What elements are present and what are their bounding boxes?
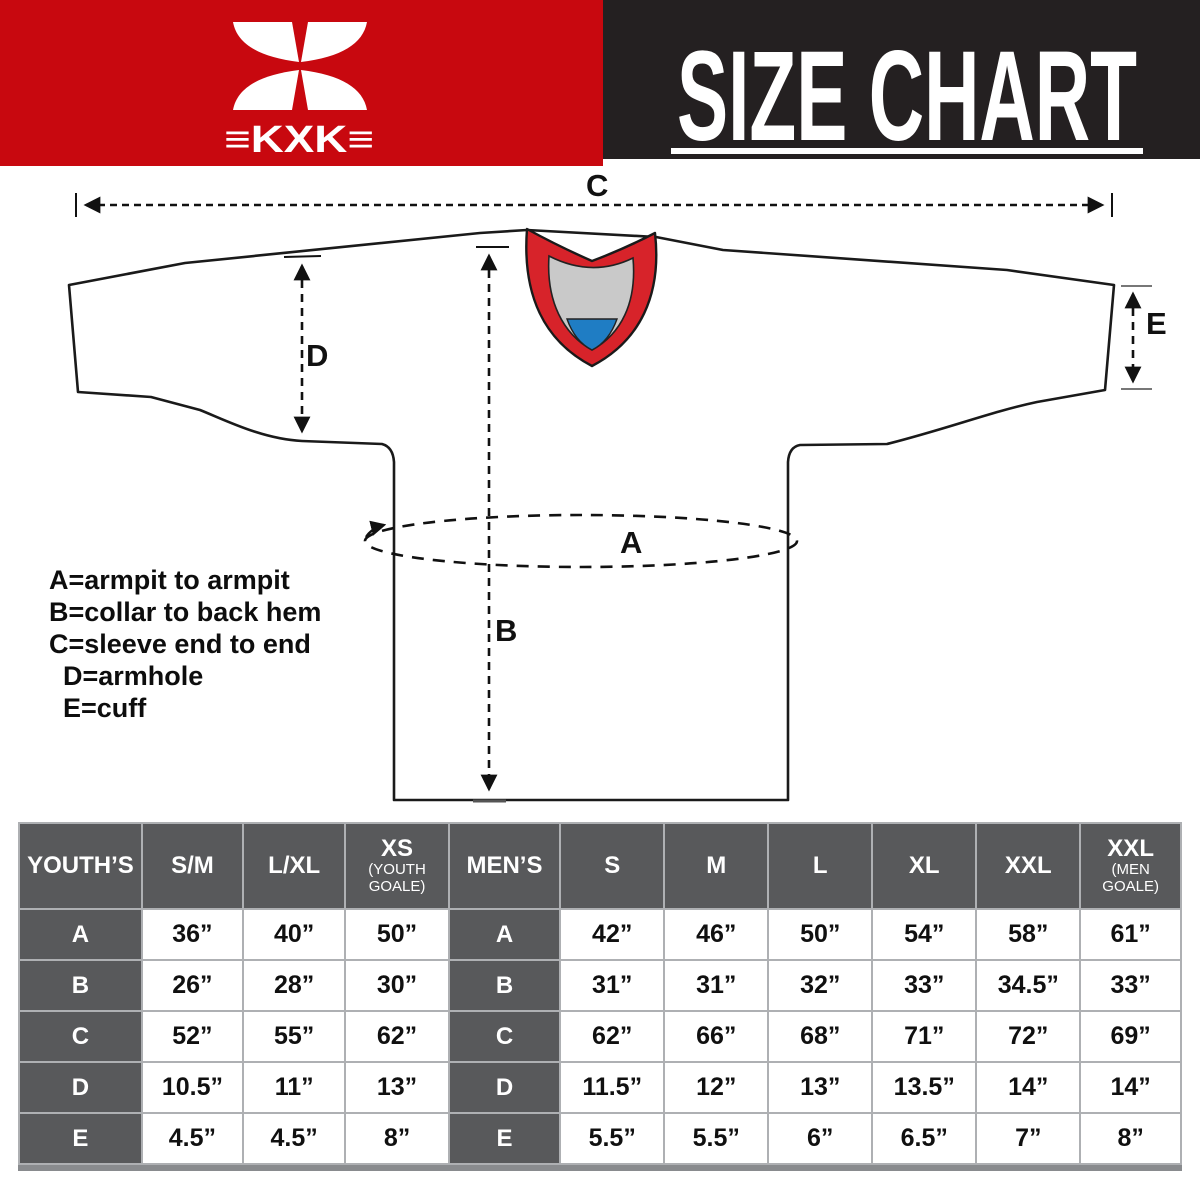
legend-line-c: C=sleeve end to end [49,629,311,659]
row-label-men-b: B [449,961,560,1010]
cell: 6.5” [873,1114,976,1163]
measure-label-c: C [586,168,608,203]
cell: 12” [665,1063,768,1112]
cell: 8” [1081,1114,1180,1163]
col-header-m: M [665,824,768,908]
title-underline [671,148,1143,154]
measurement-legend: A=armpit to armpit B=collar to back hem … [49,564,321,724]
size-table: YOUTH’S S/M L/XL XS (YOUTH GOALE) MEN’S … [18,822,1182,1171]
table-row-d: D 10.5” 11” 13” D 11.5” 12” 13” 13.5” 14… [20,1063,1180,1112]
row-label-youth-b: B [20,961,141,1010]
collar-tip [566,318,618,351]
measure-label-e: E [1146,306,1167,341]
col-header-xs-youth-goale: XS (YOUTH GOALE) [346,824,448,908]
col-header-s: S [561,824,664,908]
col-header-youths: YOUTH’S [20,824,141,908]
cell: 42” [561,910,664,959]
measure-arrow-e [1121,285,1152,390]
cell: 8” [346,1114,448,1163]
cell: 71” [873,1012,976,1061]
cell: 62” [346,1012,448,1061]
cell: 4.5” [142,1114,242,1163]
logo-text: ≡KXK≡ [224,119,374,161]
row-label-youth-a: A [20,910,141,959]
page-title: SIZE CHART [677,25,1137,159]
cell: 50” [346,910,448,959]
cell: 31” [665,961,768,1010]
col-header-xl: XL [873,824,976,908]
cell: 26” [142,961,242,1010]
col-header-xxl-men-goale: XXL (MEN GOALE) [1081,824,1180,908]
row-label-men-d: D [449,1063,560,1112]
measure-label-d: D [306,338,328,373]
row-label-youth-e: E [20,1114,141,1163]
cell: 30” [346,961,448,1010]
cell: 55” [244,1012,345,1061]
legend-line-e: E=cuff [63,693,147,723]
cell: 11.5” [561,1063,664,1112]
measure-arrow-d [283,255,322,434]
cell: 14” [1081,1063,1180,1112]
cell: 13” [346,1063,448,1112]
cell: 7” [977,1114,1080,1163]
measure-arrow-c [75,193,1113,217]
legend-line-d: D=armhole [63,661,204,691]
cell: 34.5” [977,961,1080,1010]
cell: 5.5” [561,1114,664,1163]
row-label-men-a: A [449,910,560,959]
measure-arrow-a [363,513,799,569]
cell: 68” [769,1012,872,1061]
measure-arrow-b [473,246,509,803]
cell: 33” [873,961,976,1010]
row-label-youth-c: C [20,1012,141,1061]
row-label-men-c: C [449,1012,560,1061]
table-row-c: C 52” 55” 62” C 62” 66” 68” 71” 72” 69” [20,1012,1180,1061]
header-title-panel: SIZE CHART [603,0,1200,159]
table-row-b: B 26” 28” 30” B 31” 31” 32” 33” 34.5” 33… [20,961,1180,1010]
kxk-logo-icon: ≡KXK≡ [224,22,374,161]
cell: 61” [1081,910,1180,959]
cell: 5.5” [665,1114,768,1163]
measure-label-a: A [620,525,642,560]
cell: 32” [769,961,872,1010]
cell: 31” [561,961,664,1010]
cell: 11” [244,1063,345,1112]
table-header-row: YOUTH’S S/M L/XL XS (YOUTH GOALE) MEN’S … [20,824,1180,908]
collar [525,227,658,368]
cell: 52” [142,1012,242,1061]
cell: 4.5” [244,1114,345,1163]
col-header-xxl: XXL [977,824,1080,908]
cell: 62” [561,1012,664,1061]
col-header-l: L [769,824,872,908]
header-brand-panel: ≡KXK≡ [0,0,603,166]
cell: 13” [769,1063,872,1112]
col-header-mens: MEN’S [449,824,560,908]
col-header-lxl: L/XL [244,824,345,908]
legend-line-a: A=armpit to armpit [49,565,290,595]
cell: 36” [142,910,242,959]
cell: 54” [873,910,976,959]
cell: 69” [1081,1012,1180,1061]
cell: 14” [977,1063,1080,1112]
table-row-e: E 4.5” 4.5” 8” E 5.5” 5.5” 6” 6.5” 7” 8” [20,1114,1180,1163]
cell: 66” [665,1012,768,1061]
cell: 72” [977,1012,1080,1061]
cell: 40” [244,910,345,959]
measure-label-b: B [495,613,517,648]
cell: 13.5” [873,1063,976,1112]
cell: 6” [769,1114,872,1163]
cell: 50” [769,910,872,959]
table-row-a: A 36” 40” 50” A 42” 46” 50” 54” 58” 61” [20,910,1180,959]
row-label-youth-d: D [20,1063,141,1112]
row-label-men-e: E [449,1114,560,1163]
cell: 58” [977,910,1080,959]
cell: 46” [665,910,768,959]
cell: 28” [244,961,345,1010]
cell: 33” [1081,961,1180,1010]
col-header-sm: S/M [142,824,242,908]
cell: 10.5” [142,1063,242,1112]
legend-line-b: B=collar to back hem [49,597,322,627]
